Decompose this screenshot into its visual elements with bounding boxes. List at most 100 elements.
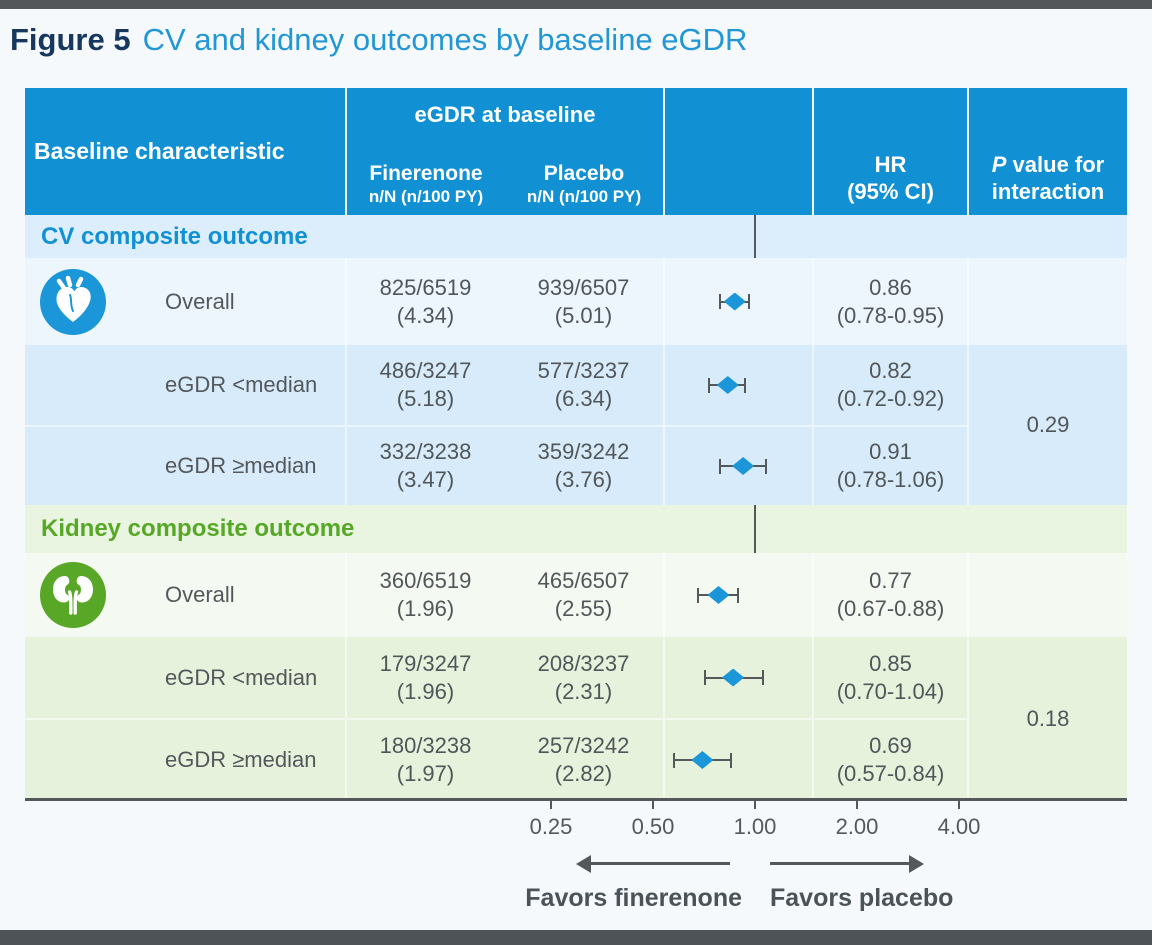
ci-cap-low (673, 752, 676, 768)
ci-cap-high (748, 294, 751, 309)
ci-cap-low (719, 294, 722, 309)
forest-cell (663, 553, 812, 637)
p-empty-cell (967, 258, 1127, 345)
axis-tick (754, 801, 756, 809)
figure-title: Figure 5 CV and kidney outcomes by baseli… (10, 22, 1140, 58)
axis-tick-label: 4.00 (937, 814, 981, 839)
hr-value: 0.86 (0.78-0.95) (812, 258, 967, 345)
hr-point-diamond (691, 751, 714, 769)
group-rows-cv: Overall 825/6519 (4.34) 939/6507 (5.01) … (25, 258, 1127, 505)
forest-plot-table: Baseline characteristic eGDR at baseline… (25, 88, 1127, 945)
row-label-cell: Overall (25, 553, 345, 637)
finerenone-value: 179/3247 (1.96) (345, 637, 504, 718)
table-header: Baseline characteristic eGDR at baseline… (25, 88, 1127, 215)
hr-value: 0.85 (0.70-1.04) (812, 637, 967, 718)
ci-cap-low (703, 670, 706, 685)
x-axis-line (25, 798, 1127, 801)
top-border-bar (0, 0, 1152, 9)
hr-point-diamond (707, 586, 730, 604)
finerenone-label: Finerenone (369, 162, 483, 185)
hr-point-diamond (716, 376, 739, 394)
placebo-label: Placebo (543, 162, 625, 185)
finerenone-units: n/N (n/100 PY) (368, 187, 484, 206)
ci-cap-low (707, 377, 710, 393)
hr-value: 0.91 (0.78-1.06) (812, 425, 967, 505)
header-finerenone-column: Finerenone n/N (n/100 PY) (347, 161, 505, 207)
ci-cap-high (737, 587, 740, 603)
finerenone-value: 486/3247 (5.18) (345, 345, 504, 425)
reference-line (754, 215, 756, 800)
ci-cap-low (697, 587, 700, 603)
header-p-column: P value for interaction (967, 88, 1127, 215)
placebo-value: 939/6507 (5.01) (504, 258, 663, 345)
ci-cap-high (761, 670, 764, 685)
kidney-icon (40, 562, 106, 628)
axis-tick (856, 801, 858, 809)
axis-tick-label: 2.00 (835, 814, 879, 839)
arrow-right-head-icon (909, 854, 924, 873)
placebo-value: 257/3242 (2.82) (504, 718, 663, 800)
interaction-label: interaction (991, 179, 1105, 204)
section-band-kidney: Kidney composite outcome (25, 505, 1127, 553)
header-hr-column: HR (95% CI) (812, 88, 967, 215)
kidney-section-label: Kidney composite outcome (41, 515, 355, 542)
header-placebo-column: Placebo n/N (n/100 PY) (505, 161, 663, 207)
bottom-border-bar (0, 930, 1152, 945)
group-rows-kidney: Overall 360/6519 (1.96) 465/6507 (2.55) … (25, 553, 1127, 800)
axis-tick (958, 801, 960, 809)
figure-caption: CV and kidney outcomes by baseline eGDR (142, 22, 748, 57)
hr-value: 0.77 (0.67-0.88) (812, 553, 967, 637)
row-label: eGDR ≥median (165, 747, 317, 772)
header-egdr-span-label: eGDR at baseline (414, 102, 596, 127)
row-label: eGDR ≥median (165, 453, 317, 478)
ci-cap-high (743, 377, 746, 393)
placebo-value: 465/6507 (2.55) (504, 553, 663, 637)
forest-cell (663, 258, 812, 345)
finerenone-value: 825/6519 (4.34) (345, 258, 504, 345)
header-forest-column (663, 88, 812, 215)
p-value-label: P value for (992, 151, 1105, 178)
forest-cell (663, 345, 812, 425)
placebo-value: 208/3237 (2.31) (504, 637, 663, 718)
hr-point-diamond (723, 292, 746, 311)
finerenone-value: 180/3238 (1.97) (345, 718, 504, 800)
header-egdr-group: eGDR at baseline Finerenone n/N (n/100 P… (345, 88, 663, 215)
hr-value: 0.82 (0.72-0.92) (812, 345, 967, 425)
hr-value: 0.69 (0.57-0.84) (812, 718, 967, 800)
placebo-value: 577/3237 (6.34) (504, 345, 663, 425)
row-label-cell: eGDR <median (25, 345, 345, 425)
axis-tick-label: 0.50 (631, 814, 675, 839)
favors-finerenone-arrow (576, 854, 730, 873)
placebo-value: 359/3242 (3.76) (504, 425, 663, 505)
section-band-cv: CV composite outcome (25, 215, 1127, 258)
finerenone-value: 360/6519 (1.96) (345, 553, 504, 637)
favors-placebo-label: Favors placebo (770, 884, 954, 912)
p-italic: P (991, 152, 1007, 177)
header-arm-row: Finerenone n/N (n/100 PY) Placebo n/N (n… (347, 161, 663, 207)
axis-tick (652, 801, 654, 809)
favors-finerenone-label: Favors finerenone (525, 884, 742, 912)
ci-cap-high (764, 458, 767, 474)
heart-icon (40, 268, 106, 335)
row-label: Overall (165, 582, 235, 607)
row-label-cell: eGDR <median (25, 637, 345, 718)
p-interaction-value: 0.18 (967, 637, 1127, 800)
hr-label: HR (874, 152, 907, 177)
figure-number: Figure 5 (10, 22, 131, 57)
row-label: eGDR <median (165, 372, 318, 397)
favors-placebo-arrow (770, 854, 924, 873)
cv-section-label: CV composite outcome (41, 222, 308, 250)
forest-cell (663, 637, 812, 718)
row-label: eGDR <median (165, 664, 318, 690)
row-label-cell: eGDR ≥median (25, 425, 345, 505)
ci-label: (95% CI) (847, 179, 934, 204)
header-characteristic-label: Baseline characteristic (34, 138, 285, 164)
axis-tick (550, 801, 552, 809)
header-baseline-characteristic: Baseline characteristic (25, 88, 345, 215)
row-label: Overall (165, 288, 235, 314)
placebo-units: n/N (n/100 PY) (526, 187, 642, 206)
p-rest: value for (1006, 152, 1105, 177)
hr-point-diamond (732, 457, 755, 475)
forest-cell (663, 718, 812, 800)
